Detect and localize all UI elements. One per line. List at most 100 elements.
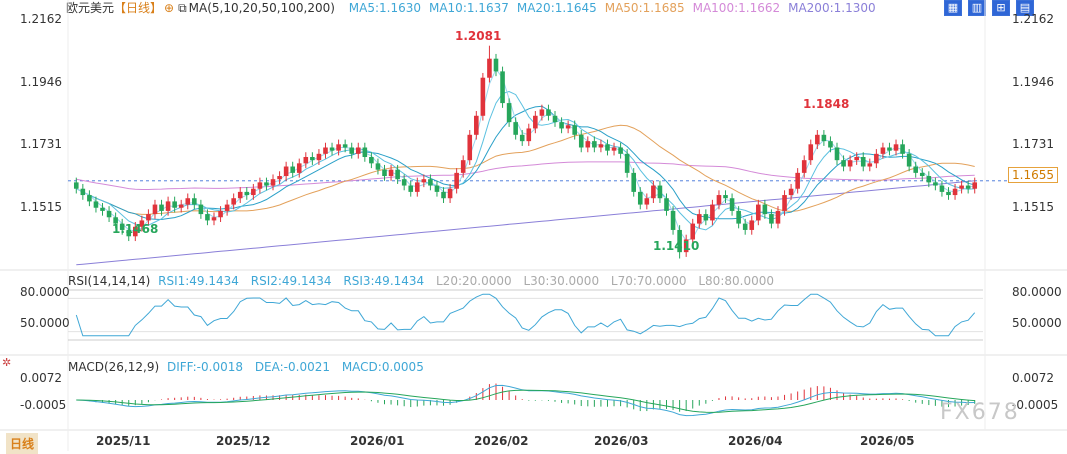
candle-body (100, 207, 105, 211)
candle-body (526, 128, 532, 142)
ma-legend-item: MA100:1.1662 (692, 1, 781, 15)
candle-body (769, 214, 774, 224)
candle-body (388, 169, 394, 177)
candle-body (919, 172, 925, 177)
candle-body (251, 188, 256, 196)
candle-body (546, 109, 551, 116)
ma-legend-item: MA20:1.1645 (516, 1, 597, 15)
candle-body (808, 144, 814, 161)
macd-tick-left-1: -0.0005 (20, 398, 67, 412)
price-tick-left-1: 1.1946 (20, 75, 62, 89)
candle-body (788, 188, 794, 196)
candle-body (893, 144, 899, 151)
candle-body (414, 182, 420, 192)
candle-body (421, 179, 427, 183)
candle-body (552, 115, 558, 123)
candle-body (736, 210, 741, 224)
settings-icon[interactable]: ▤ (1016, 0, 1034, 16)
candle-body (349, 147, 355, 154)
layout-icon[interactable]: ▦ (944, 0, 962, 16)
candle-body (205, 214, 210, 221)
ma-legend-item: MA5:1.1630 (348, 1, 421, 15)
candle-body (493, 58, 499, 72)
macd-tick-left-0: 0.0072 (20, 371, 62, 385)
candle-body (408, 185, 414, 192)
candle-body (237, 191, 243, 199)
candle-body (815, 134, 820, 145)
rsi2-value: RSI2:49.1434 (250, 274, 332, 288)
candle-body (952, 188, 958, 196)
x-label-3: 2026/02 (474, 434, 529, 448)
candle-body (80, 188, 86, 196)
candle-body (231, 198, 236, 205)
candle-body (887, 147, 892, 151)
candle-body (296, 163, 302, 173)
ma-legend-item: MA50:1.1685 (604, 1, 685, 15)
candle-body (651, 185, 656, 199)
candle-body (133, 226, 138, 237)
price-tick-left-2: 1.1731 (20, 137, 62, 151)
price-tick-right-2: 1.1731 (1012, 137, 1054, 151)
candle-body (821, 134, 827, 142)
rsi-tick-left-1: 50.0000 (20, 316, 70, 330)
candle-body (460, 160, 466, 173)
candle-body (323, 147, 328, 154)
ma100-line (76, 161, 975, 190)
candle-body (874, 153, 879, 164)
candle-body (369, 157, 374, 164)
annotation-high: 1.2081 (455, 29, 502, 43)
rsi-tick-right-1: 50.0000 (1012, 316, 1062, 330)
candle-body (624, 153, 630, 173)
toolbar: ▦ ▥ ⊞ ▤ (944, 0, 1034, 16)
candle-body (480, 77, 486, 116)
symbol-label: 欧元美元 (66, 1, 115, 15)
zoom-icon[interactable]: ⊞ (992, 0, 1010, 16)
candle-body (152, 204, 158, 215)
candle-body (710, 204, 715, 221)
candle-body (880, 147, 886, 154)
candle-body (592, 141, 597, 148)
candle-body (618, 147, 623, 154)
candle-body (159, 204, 164, 211)
ma50-line (76, 124, 975, 215)
rsi-legend: RSI(14,14,14) RSI1:49.1434 RSI2:49.1434 … (68, 274, 782, 288)
candle-body (264, 182, 269, 186)
rsi-tick-left-0: 80.0000 (20, 285, 70, 299)
ma5-line (76, 68, 975, 242)
macd-dea-line (76, 389, 975, 413)
candle-body (860, 157, 866, 167)
rsi-l30: L30:30.0000 (523, 274, 600, 288)
candle-body (198, 204, 204, 215)
rsi-title: RSI(14,14,14) (68, 274, 151, 288)
candle-body (939, 185, 945, 192)
candle-body (801, 160, 807, 173)
macd-settings-icon[interactable]: ✲ (2, 356, 12, 369)
candle-body (119, 223, 125, 230)
candle-body (867, 163, 873, 167)
price-tick-left-3: 1.1515 (20, 200, 62, 214)
candle-body (113, 217, 118, 224)
candle-body (926, 176, 932, 183)
candle-body (677, 229, 682, 253)
annotation-low1: 1.1468 (112, 222, 159, 236)
macd-title: MACD(26,12,9) (68, 360, 160, 374)
candle-body (434, 185, 440, 192)
candle-body (441, 191, 446, 199)
candle-body (329, 147, 335, 151)
compare-icon[interactable]: ⊕ (164, 1, 175, 15)
candle-body (192, 198, 197, 205)
candle-body (631, 172, 637, 192)
candle-body (723, 195, 728, 199)
candle-body (913, 166, 918, 173)
candle-body (946, 191, 951, 196)
candle-body (126, 229, 132, 237)
price-tick-right-3: 1.1515 (1012, 200, 1054, 214)
candle-body (795, 172, 800, 189)
candle-body (841, 160, 846, 167)
macd-diff: DIFF:-0.0018 (166, 360, 243, 374)
period-tab[interactable]: 日线 (6, 433, 39, 454)
candle-body (703, 214, 709, 221)
candle-body (93, 201, 99, 208)
candle-body (657, 185, 663, 199)
